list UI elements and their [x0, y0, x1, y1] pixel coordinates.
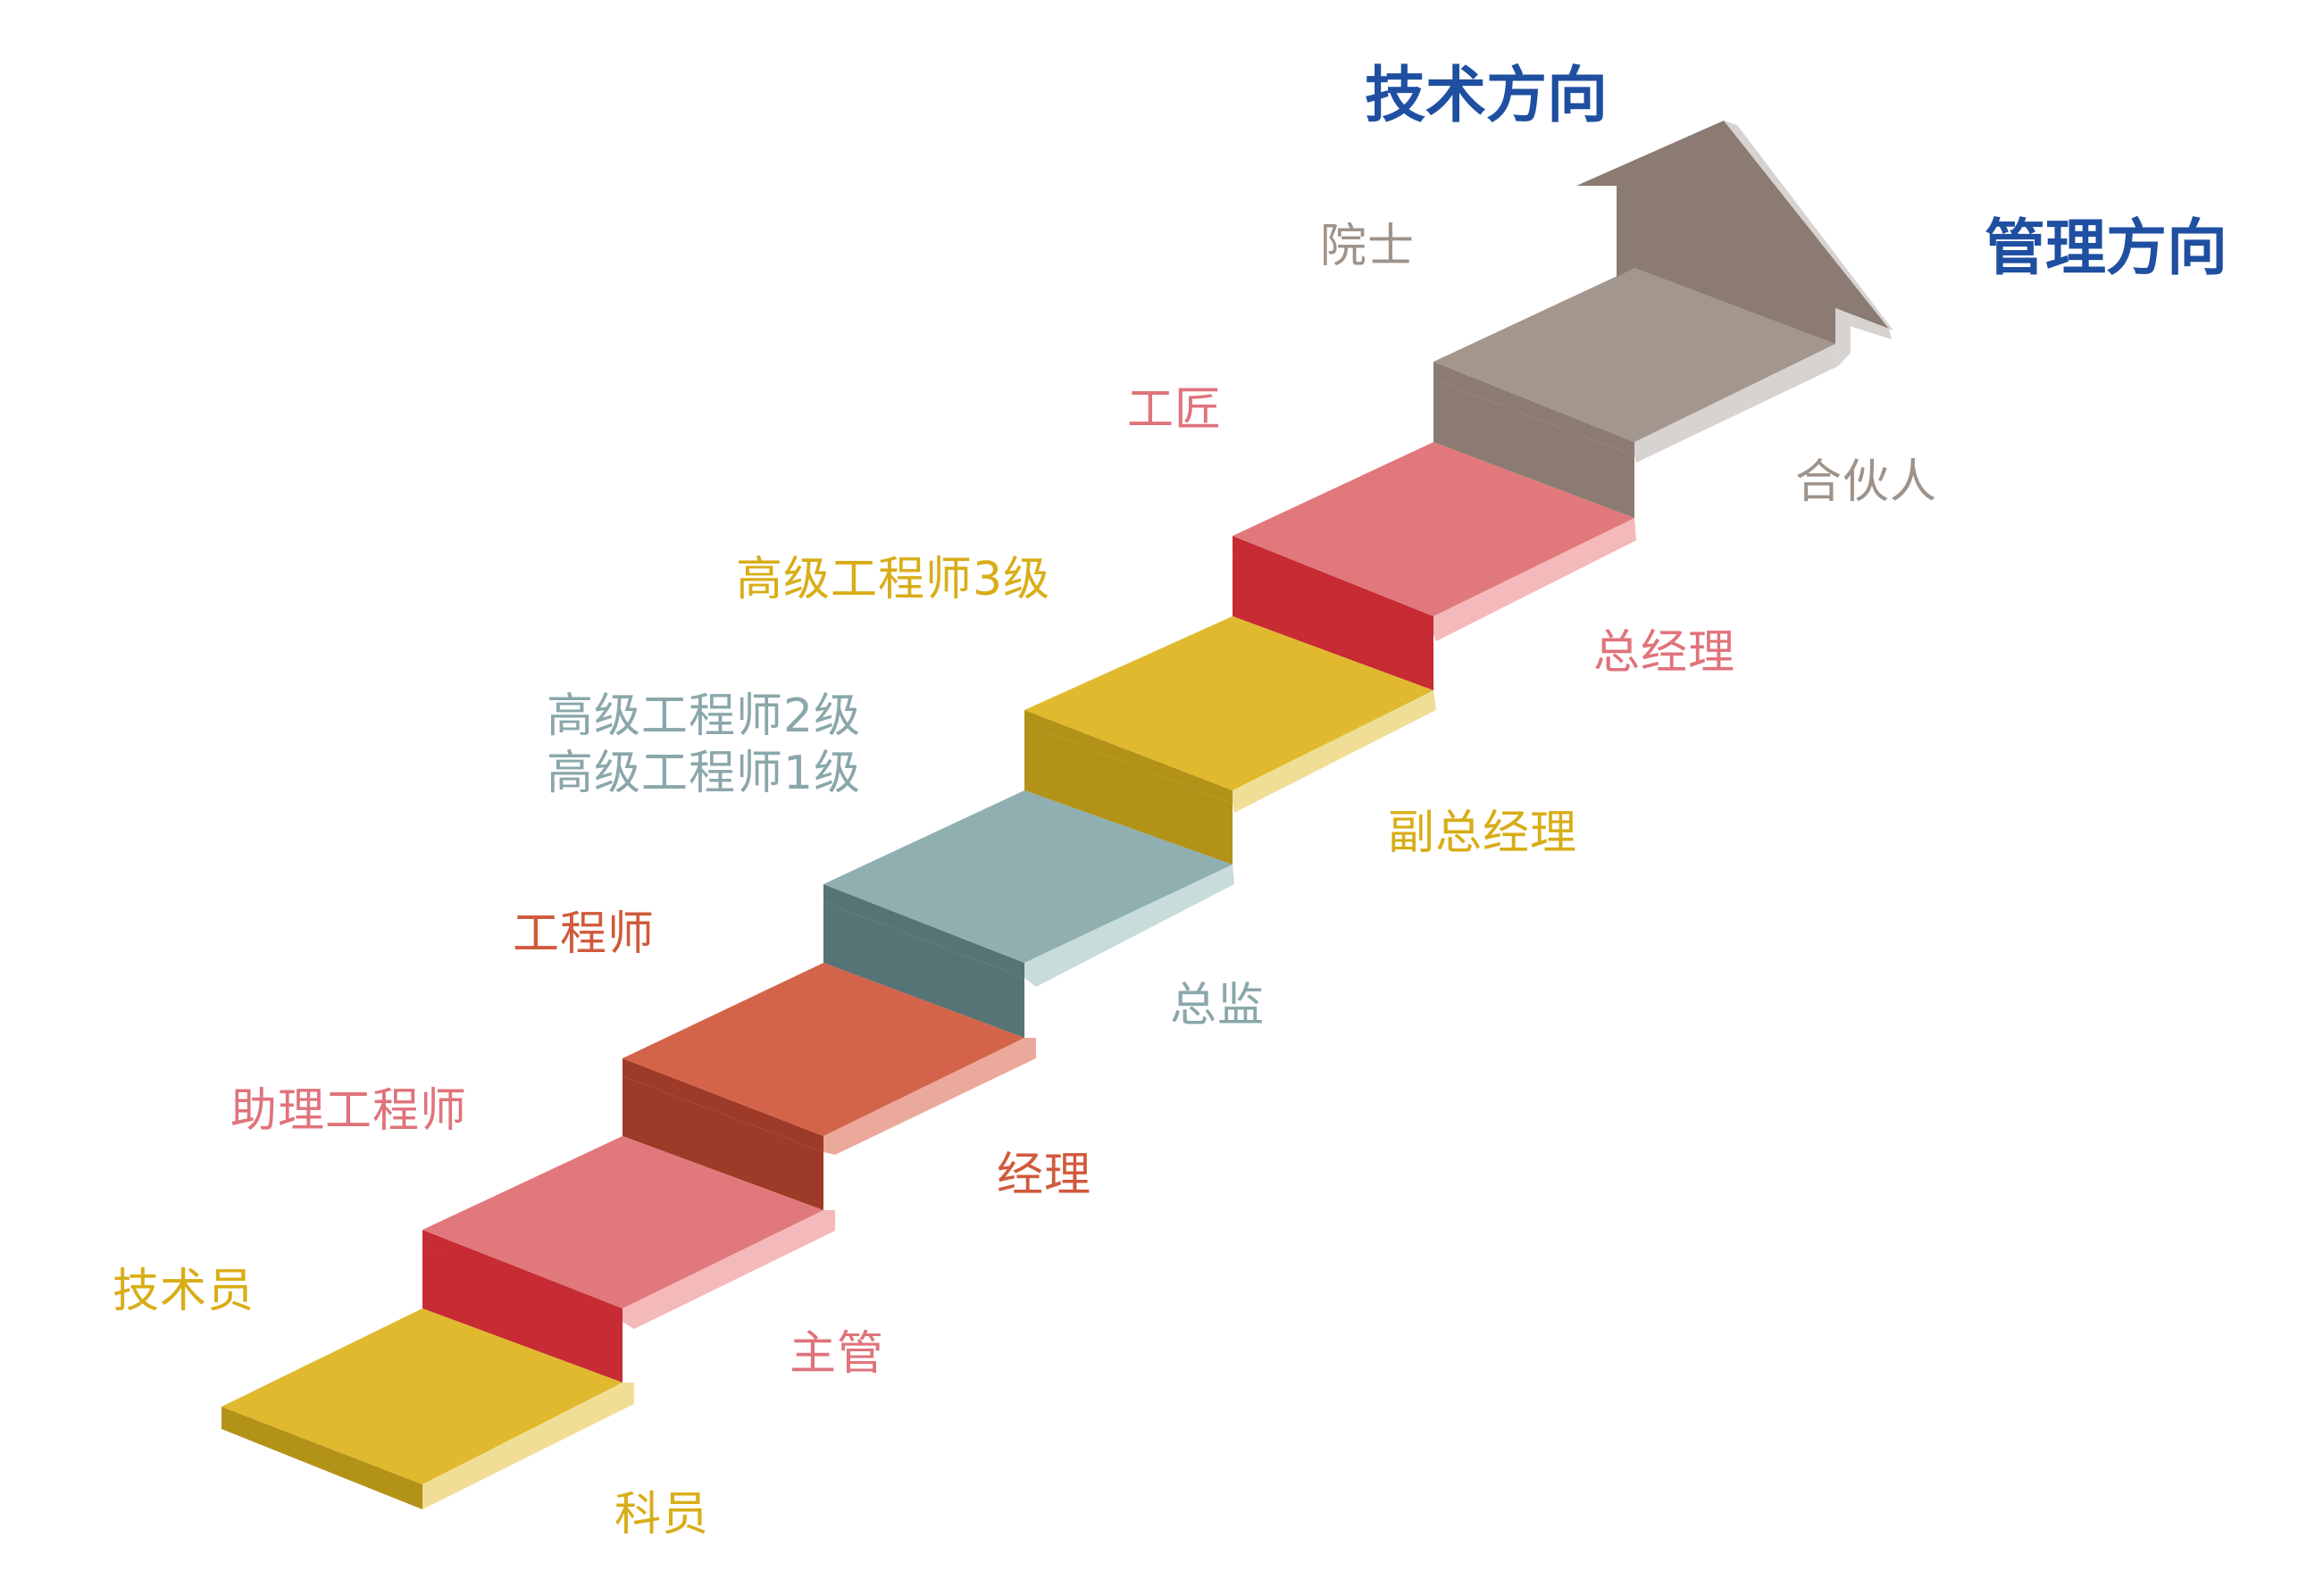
- top-arrow-head: [1576, 121, 1889, 344]
- step-6-front-edge: [1433, 362, 1634, 455]
- step-3-riser: [1024, 723, 1233, 865]
- tech-level-craftsman: 工匠: [1127, 383, 1223, 437]
- step-0-tread: [221, 1308, 623, 1484]
- step-4-front-edge: [1024, 710, 1233, 804]
- step-5-front-edge: [1233, 536, 1433, 634]
- step-4-riser: [1233, 552, 1433, 690]
- step-1-riser: [623, 1076, 823, 1210]
- tech-level-engineer: 工程师: [513, 907, 656, 961]
- top-arrow-rim: [1724, 121, 1893, 330]
- step-4-side-edge: [1233, 690, 1436, 813]
- mgmt-level-manager: 经理: [997, 1149, 1092, 1202]
- step-1-side-edge: [623, 1210, 835, 1329]
- step-2-riser: [823, 902, 1024, 1038]
- step-0-front-edge: [221, 1407, 422, 1509]
- mgmt-level-supervisor: 主管: [790, 1327, 885, 1381]
- mgmt-level-director: 总监: [1170, 979, 1266, 1032]
- step-2-side-edge: [823, 1038, 1036, 1155]
- tech-level-technician: 技术员: [113, 1265, 255, 1318]
- step-0-side-edge: [422, 1383, 634, 1509]
- step-3-tread: [823, 790, 1233, 963]
- step-0-riser: [422, 1246, 623, 1383]
- tech-level-assistant-engineer: 助理工程师: [230, 1084, 468, 1138]
- step-6-tread: [1433, 268, 1835, 442]
- mgmt-level-partner: 合伙人: [1795, 455, 1938, 509]
- step-4-tread: [1024, 616, 1433, 790]
- step-2-front-edge: [623, 1058, 823, 1152]
- top-arrow-stem-edge: [1835, 322, 1851, 366]
- mgmt-level-clerk: 科员: [614, 1488, 710, 1542]
- tech-level-academician: 院士: [1320, 220, 1416, 273]
- step-1-front-edge: [422, 1230, 623, 1322]
- mgmt-level-deputy-general-manager: 副总经理: [1388, 806, 1578, 860]
- step-6-side-edge: [1634, 344, 1838, 463]
- step-3-side-edge: [1024, 865, 1234, 987]
- tech-level-senior-engineer-3: 高级工程师3级: [736, 553, 1051, 606]
- step-5-side-edge: [1433, 518, 1636, 641]
- mgmt-level-general-manager: 总经理: [1593, 626, 1736, 680]
- top-arrow-edge: [1835, 308, 1892, 339]
- technical-direction-title: 技术方向: [1365, 61, 1609, 131]
- step-5-tread: [1233, 442, 1634, 616]
- tech-level-senior-engineer-2: 高级工程师2级: [547, 689, 862, 743]
- step-5-riser: [1433, 380, 1634, 518]
- step-1-tread: [422, 1136, 823, 1308]
- tech-level-senior-engineer-1: 高级工程师1级: [547, 747, 862, 800]
- step-3-front-edge: [823, 884, 1024, 978]
- management-direction-title: 管理方向: [1985, 213, 2228, 284]
- step-2-tread: [623, 963, 1024, 1136]
